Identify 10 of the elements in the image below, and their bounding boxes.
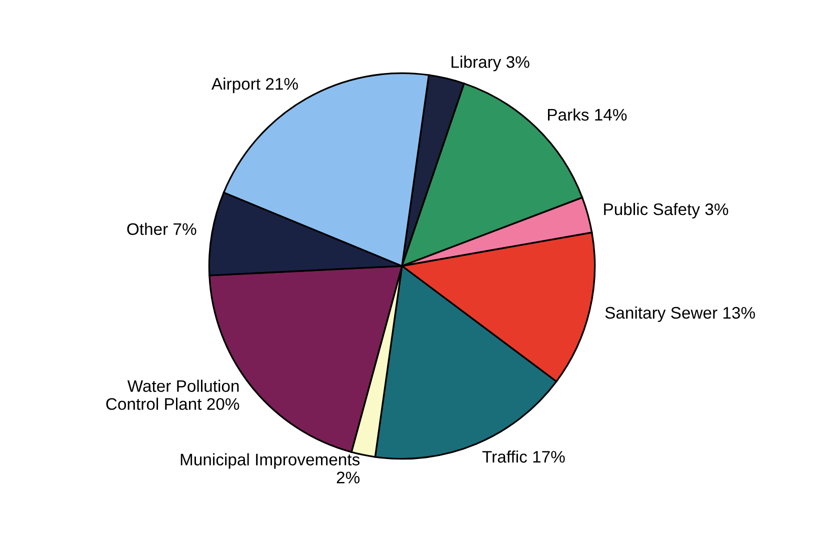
data-label: 2% [336,472,360,484]
slice-label: Parks 14% [548,108,627,121]
slice-label: Airport 21% [211,78,298,94]
slice-label: Water Pollution Control Plant 20% [106,380,240,410]
slice-label: Other 7% [127,222,196,236]
slice-label: Traffic 17% [482,450,565,463]
slice-label: Public Safety 3% [604,202,728,218]
slice-label: Sanitary Sewer 13% [605,306,755,322]
slice-label: Library 3% [452,56,530,72]
slice-label: Municipal Improvements [180,453,360,469]
